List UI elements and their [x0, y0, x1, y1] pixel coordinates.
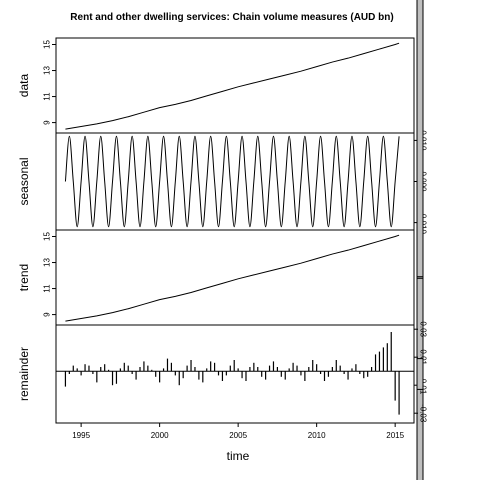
- x-tick-label: 2000: [151, 431, 169, 440]
- x-axis-label: time: [227, 449, 250, 463]
- right-tick-label: 0.03: [419, 321, 428, 337]
- panel-trend: 9 11 13 15 trend: [17, 229, 424, 326]
- panel-frame: [55, 229, 415, 326]
- panel-seasonal: 0.0100.000-0.010seasonal: [17, 0, 428, 480]
- y-tick-label: 9: [43, 312, 52, 317]
- panel-frame: [55, 324, 415, 424]
- x-tick-label: 2010: [308, 431, 326, 440]
- right-tick-label: 0.01: [419, 349, 428, 365]
- y-axis-label-trend: trend: [17, 264, 31, 291]
- panel-data: 9 11 13 15 data: [17, 37, 424, 134]
- y-axis-label-remainder: remainder: [17, 347, 31, 401]
- y-tick-label: 13: [43, 258, 52, 267]
- y-tick-label: 11: [43, 284, 52, 293]
- y-tick-label: 11: [43, 92, 52, 101]
- series-line-data: [65, 42, 400, 130]
- scale-bar: [416, 358, 424, 390]
- y-axis-label-seasonal: seasonal: [17, 157, 31, 205]
- y-tick-label: 9: [43, 120, 52, 125]
- chart-title: Rent and other dwelling services: Chain …: [70, 12, 393, 23]
- right-tick-label: -0.03: [419, 404, 428, 423]
- y-tick-label: 15: [43, 40, 52, 49]
- scale-bar: [416, 0, 424, 480]
- panel-frame: [55, 37, 415, 134]
- series-line-seasonal: [64, 135, 400, 228]
- x-tick-label: 2015: [386, 431, 404, 440]
- y-axis-label-data: data: [17, 73, 31, 97]
- series-line-trend: [65, 234, 400, 322]
- y-tick-label: 15: [43, 232, 52, 241]
- scale-bar: [416, 276, 424, 279]
- x-tick-label: 2005: [229, 431, 247, 440]
- y-tick-label: 13: [43, 66, 52, 75]
- x-axis: 1995 2000 2005 2010 2015: [72, 423, 405, 440]
- x-tick-label: 1995: [72, 431, 90, 440]
